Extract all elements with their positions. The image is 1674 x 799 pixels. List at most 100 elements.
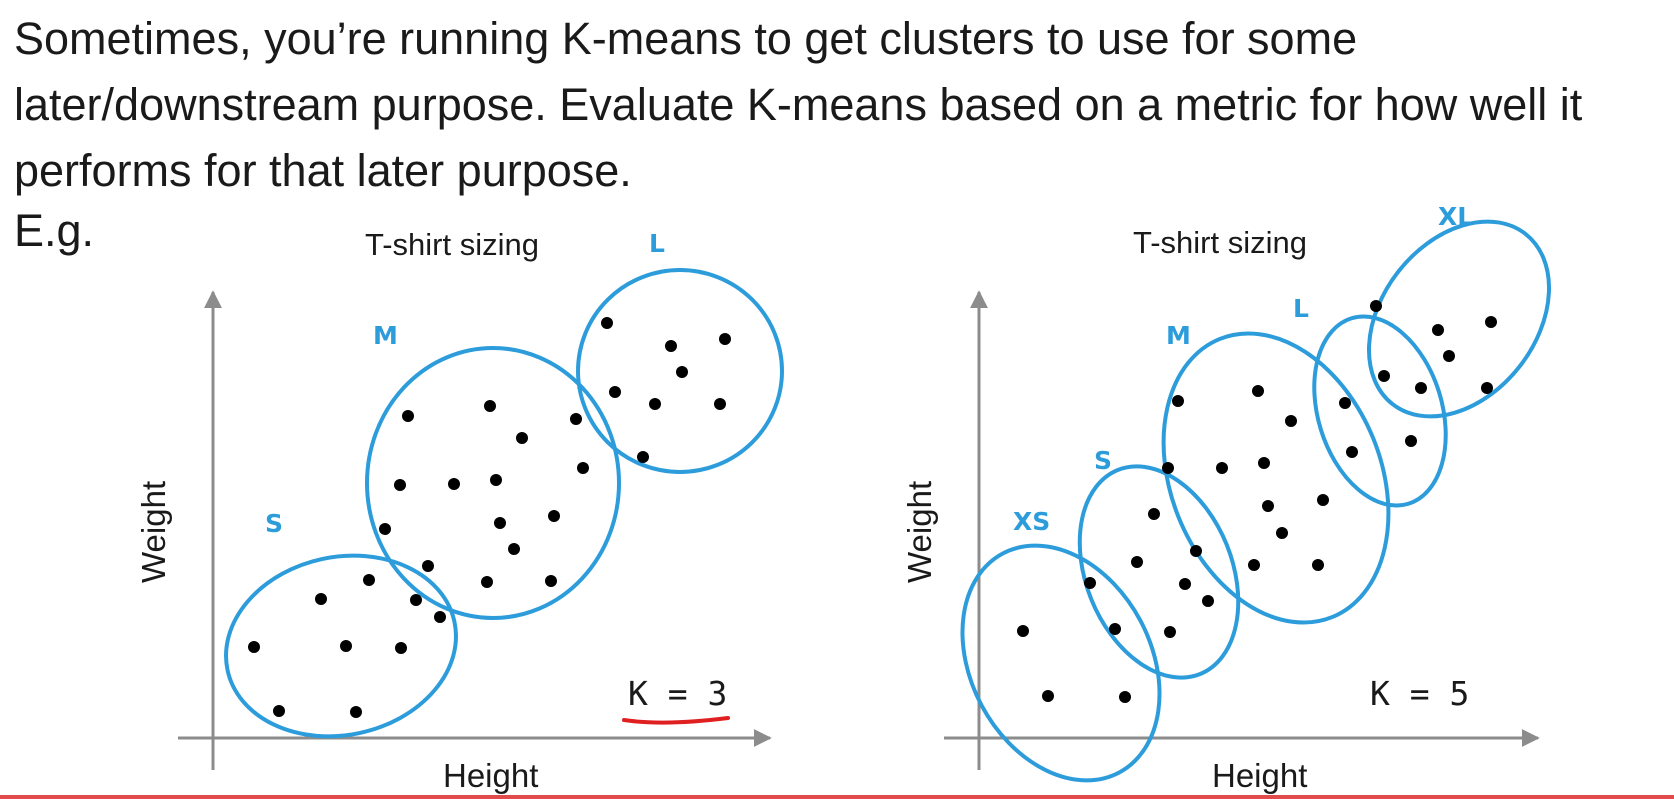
point bbox=[577, 462, 589, 474]
diagram-title: T-shirt sizing bbox=[1133, 225, 1307, 260]
points-s bbox=[248, 574, 446, 718]
point bbox=[1248, 559, 1260, 571]
point bbox=[363, 574, 375, 586]
point bbox=[448, 478, 460, 490]
cluster-label-xs: XS bbox=[1013, 507, 1050, 536]
point bbox=[1339, 397, 1351, 409]
point bbox=[601, 317, 613, 329]
point bbox=[665, 340, 677, 352]
points-s bbox=[1131, 508, 1214, 638]
point bbox=[1317, 494, 1329, 506]
cluster-label-s: S bbox=[265, 509, 283, 538]
cluster-l bbox=[576, 268, 784, 474]
point bbox=[1084, 577, 1096, 589]
point bbox=[273, 705, 285, 717]
point bbox=[609, 386, 621, 398]
point bbox=[494, 517, 506, 529]
point bbox=[1162, 462, 1174, 474]
point bbox=[1262, 500, 1274, 512]
point bbox=[402, 410, 414, 422]
point bbox=[1202, 595, 1214, 607]
point bbox=[1346, 446, 1358, 458]
diagram-k3: T-shirt sizing Height Weight S M L bbox=[135, 227, 784, 794]
points-m bbox=[379, 400, 589, 588]
bottom-accent-line bbox=[0, 795, 1674, 799]
point bbox=[1432, 324, 1444, 336]
point bbox=[570, 413, 582, 425]
cluster-m bbox=[365, 346, 621, 620]
point bbox=[1312, 559, 1324, 571]
diagram-k5: T-shirt sizing Height Weight XS S M L XL bbox=[901, 202, 1552, 794]
point bbox=[395, 642, 407, 654]
point bbox=[410, 594, 422, 606]
point bbox=[1164, 626, 1176, 638]
point bbox=[545, 575, 557, 587]
k-underline bbox=[622, 716, 730, 725]
cluster-label-m: M bbox=[373, 321, 398, 350]
point bbox=[1042, 690, 1054, 702]
point bbox=[1485, 316, 1497, 328]
point bbox=[248, 641, 260, 653]
point bbox=[548, 510, 560, 522]
x-axis-label: Height bbox=[1212, 757, 1307, 794]
point bbox=[1285, 415, 1297, 427]
cluster-m bbox=[1161, 331, 1391, 625]
cluster-label-l: L bbox=[1293, 294, 1309, 323]
point bbox=[1443, 350, 1455, 362]
point bbox=[379, 523, 391, 535]
point bbox=[1119, 691, 1131, 703]
diagram-title: T-shirt sizing bbox=[365, 227, 539, 262]
point bbox=[490, 474, 502, 486]
point bbox=[1190, 545, 1202, 557]
cluster-s bbox=[1077, 464, 1241, 680]
point bbox=[1252, 385, 1264, 397]
point bbox=[1017, 625, 1029, 637]
points-l bbox=[1339, 370, 1427, 458]
cluster-l bbox=[1312, 314, 1448, 508]
cluster-label-l: L bbox=[649, 229, 665, 258]
point bbox=[1415, 382, 1427, 394]
point bbox=[1216, 462, 1228, 474]
slide-body-text: Sometimes, you’re running K-means to get… bbox=[14, 13, 1583, 196]
cluster-label-s: S bbox=[1094, 446, 1112, 475]
point bbox=[676, 366, 688, 378]
point bbox=[394, 479, 406, 491]
points-m bbox=[1162, 385, 1329, 571]
example-label: E.g. bbox=[14, 205, 95, 256]
point bbox=[484, 400, 496, 412]
point bbox=[481, 576, 493, 588]
point bbox=[637, 451, 649, 463]
point bbox=[516, 432, 528, 444]
point bbox=[508, 543, 520, 555]
point bbox=[1370, 300, 1382, 312]
point bbox=[1148, 508, 1160, 520]
point bbox=[340, 640, 352, 652]
point bbox=[1258, 457, 1270, 469]
point bbox=[1131, 556, 1143, 568]
cluster-label-xl: XL bbox=[1438, 202, 1473, 231]
k-value-label: K = 3 bbox=[628, 674, 727, 713]
point bbox=[714, 398, 726, 410]
point bbox=[719, 333, 731, 345]
y-axis-label: Weight bbox=[901, 481, 938, 583]
point bbox=[1378, 370, 1390, 382]
point bbox=[350, 706, 362, 718]
point bbox=[1172, 395, 1184, 407]
point bbox=[649, 398, 661, 410]
cluster-xl bbox=[1366, 219, 1552, 419]
point bbox=[434, 611, 446, 623]
cluster-s bbox=[224, 553, 458, 739]
point bbox=[1109, 623, 1121, 635]
point bbox=[315, 593, 327, 605]
points-xl bbox=[1370, 300, 1497, 394]
k-value-label: K = 5 bbox=[1370, 674, 1469, 713]
point bbox=[1276, 527, 1288, 539]
point bbox=[1179, 578, 1191, 590]
points-l bbox=[601, 317, 731, 463]
cluster-xs bbox=[960, 543, 1162, 783]
point bbox=[1481, 382, 1493, 394]
y-axis-label: Weight bbox=[135, 481, 172, 583]
point bbox=[1405, 435, 1417, 447]
x-axis-label: Height bbox=[443, 757, 538, 794]
